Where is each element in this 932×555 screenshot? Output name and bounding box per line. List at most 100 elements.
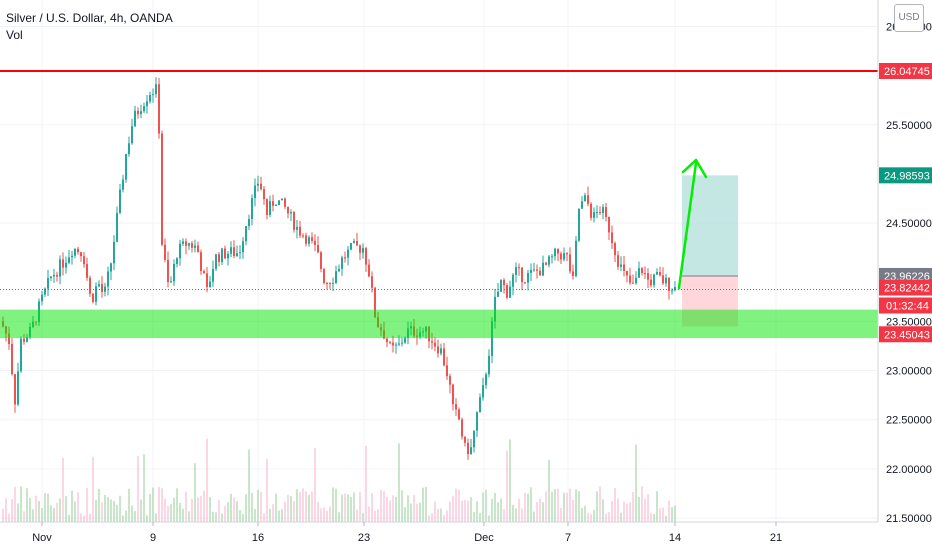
volume-bar	[398, 443, 400, 522]
candle-body	[65, 262, 67, 268]
volume-bar	[167, 505, 169, 522]
candle-body	[341, 257, 343, 269]
candle-body	[158, 84, 160, 134]
volume-bar	[59, 498, 61, 522]
candle-body	[146, 101, 148, 107]
candle-body	[518, 267, 520, 269]
volume-bar	[143, 454, 145, 522]
volume-bar	[71, 490, 73, 522]
candle-body	[317, 245, 319, 253]
price-label-text: 23.82442	[884, 283, 930, 295]
candle-body	[164, 244, 166, 260]
candle-body	[290, 212, 292, 214]
candle-body	[470, 447, 472, 455]
volume-bar	[269, 508, 271, 522]
candle-body	[281, 198, 283, 201]
volume-bar	[242, 513, 244, 522]
candle-body	[404, 337, 406, 343]
volume-bar	[512, 504, 514, 522]
candle-body	[362, 248, 364, 253]
up-arrow-icon[interactable]	[677, 158, 708, 290]
candle-body	[122, 179, 124, 190]
candle-body	[617, 255, 619, 267]
volume-bar	[572, 499, 574, 522]
volume-bar	[329, 506, 331, 522]
price-axis[interactable]	[878, 0, 932, 522]
candle-body	[656, 272, 658, 275]
volume-bar	[530, 487, 532, 522]
volume-bar	[374, 510, 376, 522]
volume-bar	[53, 507, 55, 522]
candle-body	[473, 430, 475, 448]
volume-bar	[245, 494, 247, 522]
volume-bar	[326, 510, 328, 522]
candle-body	[437, 346, 439, 354]
grid	[0, 0, 878, 522]
volume-bar	[47, 493, 49, 522]
arrow-head	[681, 158, 708, 179]
candle-body	[74, 248, 76, 256]
currency-badge[interactable]: USD	[894, 4, 924, 32]
candle-body	[611, 232, 613, 244]
volume-bar	[581, 507, 583, 522]
candle-body	[230, 247, 232, 254]
volume-bar	[647, 493, 649, 522]
volume-bar	[359, 491, 361, 522]
volume-bar	[665, 515, 667, 522]
volume-bar	[350, 496, 352, 522]
candle-body	[512, 274, 514, 287]
candle-body	[581, 201, 583, 209]
volume-bar	[308, 494, 310, 522]
candle-body	[245, 226, 247, 242]
candle-body	[257, 183, 259, 186]
candle-body	[557, 248, 559, 254]
candle-body	[347, 249, 349, 258]
volume-bar	[137, 456, 139, 522]
volume-bar	[584, 505, 586, 522]
volume-bar	[323, 507, 325, 522]
candle-body	[227, 253, 229, 259]
volume-bar	[614, 488, 616, 522]
candle-body	[311, 237, 313, 241]
volume-bar	[236, 501, 238, 522]
volume-bar	[563, 492, 565, 522]
candle-body	[53, 274, 55, 277]
candle-body	[401, 342, 403, 344]
candle-body	[155, 84, 157, 95]
support-zone[interactable]	[0, 309, 878, 339]
countdown-badge	[879, 297, 932, 314]
candle-body	[20, 338, 22, 372]
volume-bar	[590, 514, 592, 522]
candle-body	[548, 256, 550, 265]
candle-body	[389, 342, 391, 344]
volume-bar	[35, 495, 37, 522]
candle-body	[479, 397, 481, 413]
candle-body	[443, 348, 445, 366]
candle-body	[50, 276, 52, 279]
volume-bar	[473, 511, 475, 522]
candle-body	[326, 282, 328, 284]
candle-body	[551, 256, 553, 258]
volume-bar	[131, 505, 133, 522]
volume-bar	[95, 499, 97, 522]
time-axis[interactable]	[0, 522, 932, 550]
candle-body	[8, 333, 10, 345]
candle-body	[593, 212, 595, 218]
candle-body	[659, 272, 661, 276]
candle-body	[365, 248, 367, 265]
candle-body	[11, 344, 13, 375]
candle-body	[128, 143, 130, 155]
volume-bar	[368, 506, 370, 522]
volume-bar	[272, 504, 274, 522]
volume-bar	[638, 496, 640, 522]
volume-bar	[653, 514, 655, 522]
price-label-badge	[879, 326, 932, 343]
candle-body	[266, 199, 268, 215]
volume-bar	[476, 501, 478, 522]
volume-bar	[599, 486, 601, 522]
volume-bar	[302, 488, 304, 522]
volume-bar	[404, 507, 406, 522]
candle-body	[224, 248, 226, 259]
volume-bar	[521, 508, 523, 522]
